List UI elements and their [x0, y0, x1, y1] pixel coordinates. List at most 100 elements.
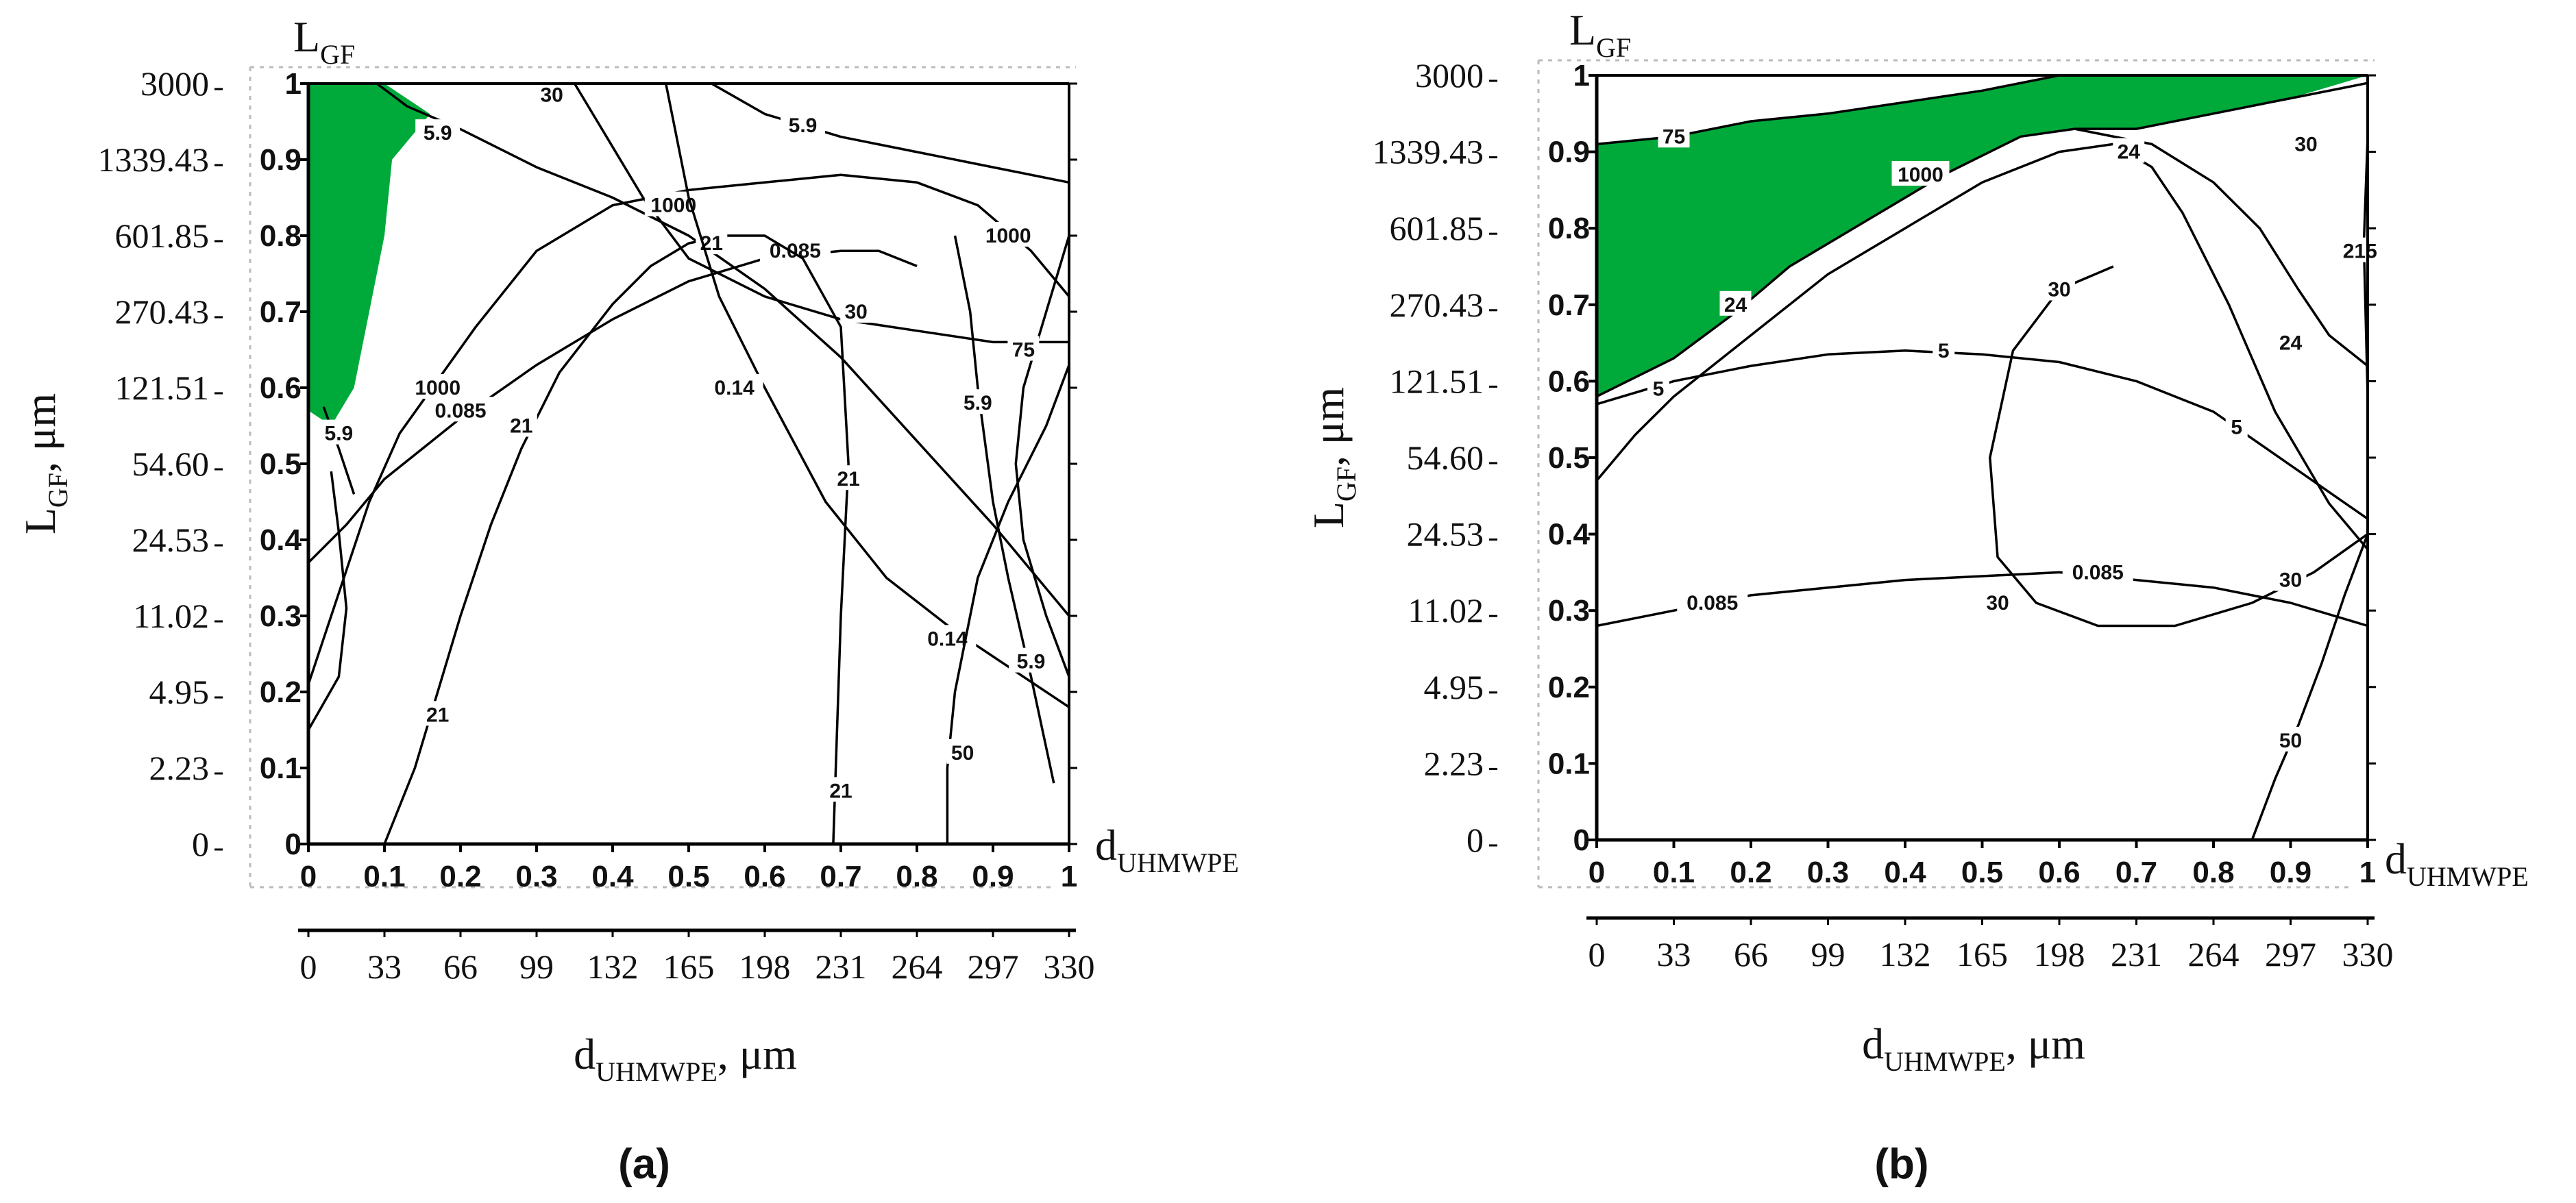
panel-b-contour-4-label-2: 5 [2231, 416, 2242, 438]
panel-b-contour-8-label-bg-0 [2338, 237, 2383, 262]
panel-a-contour-6-label-bg-0 [421, 701, 454, 726]
panel-a-left-y-label-0: 0 [192, 825, 209, 863]
panel-a-contour-10-label-bg-0 [946, 739, 979, 764]
panel-a-left-y-label-8: 601.85 [115, 216, 210, 255]
panel-b-left-y-label-7: 270.43 [1390, 286, 1484, 324]
panel-a-left-y-label-4: 24.53 [132, 521, 210, 559]
panel-b-contour-2-label-0: 30 [2294, 133, 2317, 156]
panel-b-lgf-top-label: LGF [1569, 5, 1631, 63]
panel-a-y-axis-title-main: L [16, 508, 64, 534]
panel-b-contour-7-label-bg-0 [2274, 726, 2307, 752]
panel-b-bottom-x-label-9: 297 [2265, 935, 2316, 973]
panel-b-inner-y-label-9: 0.9 [1548, 136, 1590, 169]
panel-b-feasible-region [1597, 75, 2368, 397]
panel-b-contour-4 [1596, 349, 2368, 520]
panel-b-contour-6-label-1: 0.085 [2072, 561, 2124, 584]
panel-a-y-axis-title-sub: GF [42, 473, 73, 508]
panel-b-y-axis-title: LGF, μm [1304, 387, 1362, 528]
panel-b-x-axis-title-unit: , μm [2006, 1019, 2085, 1068]
panel-b-left-y-label-0: 0 [1467, 821, 1484, 859]
panel-b-contour-6-label-bg-0 [1677, 589, 1748, 615]
panel-b-inner-y-label-8: 0.8 [1548, 212, 1590, 245]
panel-a-contour-5-label-0: 0.085 [434, 399, 486, 422]
panel-b-inner-y-label-1: 0.1 [1548, 747, 1590, 780]
panel-b-contour-3-label-bg-2 [2274, 329, 2307, 354]
panel-b-left-y-label-5: 54.60 [1407, 438, 1484, 477]
panel-b-y-axis-title-sub: GF [1331, 467, 1362, 501]
panel-a-contour-6-label-1: 21 [510, 415, 532, 438]
panel-a-left-y-label-1: 2.23 [149, 749, 210, 787]
panel-a-contour-7 [664, 83, 1070, 708]
panel-a-contour-2-label-bg-0 [536, 81, 568, 106]
panel-a-lgf-top-label: LGF [293, 12, 355, 70]
panel-a-contour-4-label-2: 1000 [985, 225, 1031, 247]
panel-b-contour-5-label-0: 30 [2048, 278, 2070, 301]
panel-a-contour-2-label-bg-1 [840, 298, 872, 323]
panel-a-inner-y-label-3: 0.3 [260, 599, 302, 633]
panel-b-left-y-label-10: 3000 [1415, 56, 1484, 95]
panel-a-inner-x-label-6: 0.6 [744, 860, 785, 893]
panel-a-bottom-x-label-1: 33 [367, 947, 402, 986]
panel-b-panel-label: (b) [1874, 1141, 1928, 1188]
panel-b-contour-6-label-bg-1 [2062, 558, 2133, 584]
panel-a-contour-4-label-0: 1000 [415, 377, 461, 399]
panel-b-left-y-label-3: 11.02 [1408, 591, 1484, 630]
panel-b-contour-5-label-bg-2 [2274, 566, 2307, 591]
panel-b-lgf-top-label-sub: GF [1596, 32, 1631, 63]
panel-b-bottom-x-label-7: 231 [2111, 935, 2162, 973]
panel-b-contour-8-label-0: 215 [2343, 240, 2377, 263]
panel-b-inner-y-label-0: 0 [1573, 823, 1590, 857]
panel-a-lgf-top-label-main: L [293, 12, 320, 61]
panel-a-bottom-x-label-0: 0 [300, 947, 317, 986]
panel-a-contour-6-label-bg-4 [825, 777, 857, 802]
panel-b-x-axis-title-main: d [1862, 1019, 1884, 1068]
panel-a-bottom-x-label-8: 264 [892, 947, 943, 986]
panel-a-inner-y-label-8: 0.8 [260, 219, 302, 253]
panel-b-x-axis-title: dUHMWPE, μm [1862, 1019, 2085, 1077]
panel-a-d-right-label-sub: UHMWPE [1117, 847, 1239, 878]
panel-a-inner-y-label-0: 0 [285, 828, 302, 861]
panel-b-inner-x-label-0: 0 [1588, 856, 1605, 889]
panel-b-bottom-x-label-4: 132 [1880, 935, 1931, 973]
panel-a-contour-8-label-0: 5.9 [964, 392, 992, 414]
panel-b-bottom-x-label-1: 33 [1657, 935, 1691, 973]
panel-b-inner-y-label-4: 0.4 [1548, 518, 1591, 551]
panel-b-contour-6-label-0: 0.085 [1686, 592, 1738, 615]
panel-b-contour-3-label-2: 24 [2279, 332, 2303, 355]
panel-a-left-y-label-7: 270.43 [115, 293, 210, 331]
panel-b-left-y-label-2: 4.95 [1424, 668, 1484, 706]
panel-b-inner-x-label-8: 0.8 [2192, 856, 2234, 889]
panel-a-contour-7-label-1: 0.14 [927, 628, 968, 650]
panel-a-inner-y-label-9: 0.9 [260, 143, 302, 177]
panel-a-contour-6-label-3: 21 [837, 468, 859, 491]
panel-b-contour-0-label-0: 75 [1663, 125, 1685, 148]
panel-b-left-y-label-4: 24.53 [1407, 515, 1484, 554]
panel-b-bottom-x-label-2: 66 [1734, 935, 1768, 973]
panel-a-d-right-label: dUHMWPE [1095, 821, 1239, 878]
panel-b-contour-7-label-0: 50 [2279, 730, 2302, 752]
panel-b-inner-x-label-9: 0.9 [2270, 856, 2311, 889]
panel-b-inner-x-label-2: 0.2 [1730, 856, 1771, 889]
panel-b-inner-x-label-4: 0.4 [1884, 856, 1926, 889]
panel-a-lgf-top-label-sub: GF [320, 39, 355, 70]
panel-a-y-axis-title: LGF, μm [16, 393, 73, 534]
panel-a-contour-6-label-bg-3 [833, 465, 865, 491]
panel-b-contour-1-label-0: 1000 [1898, 164, 1943, 186]
panel-a-contour-1-label-0: 5.9 [325, 423, 354, 445]
panel-a-bottom-x-label-10: 330 [1044, 947, 1095, 986]
panel-b-contour-7 [2250, 533, 2369, 841]
panel-a-x-axis-title: dUHMWPE, μm [574, 1030, 797, 1087]
panel-b-bottom-x-label-8: 264 [2188, 935, 2240, 973]
panel-a-inner-y-label-7: 0.7 [260, 295, 302, 329]
panel-a-contour-0-label-bg-0 [415, 119, 461, 145]
panel-a-contour-7-label-0: 0.14 [714, 377, 755, 399]
panel-a-left-y-label-2: 4.95 [149, 673, 210, 711]
panel-b-d-right-label-sub: UHMWPE [2407, 861, 2529, 892]
panel-a-contour-8 [953, 235, 1055, 784]
panel-b-contour-4-label-bg-2 [2225, 413, 2248, 438]
panel-b-d-right-label: dUHMWPE [2385, 834, 2529, 892]
panel-a-left-y-label-9: 1339.43 [98, 140, 210, 179]
panel-b-contour-4-label-0: 5 [1653, 378, 1665, 401]
panel-b-contour-5-label-bg-0 [2044, 275, 2075, 301]
panel-b-left-y-label-1: 2.23 [1424, 744, 1484, 782]
